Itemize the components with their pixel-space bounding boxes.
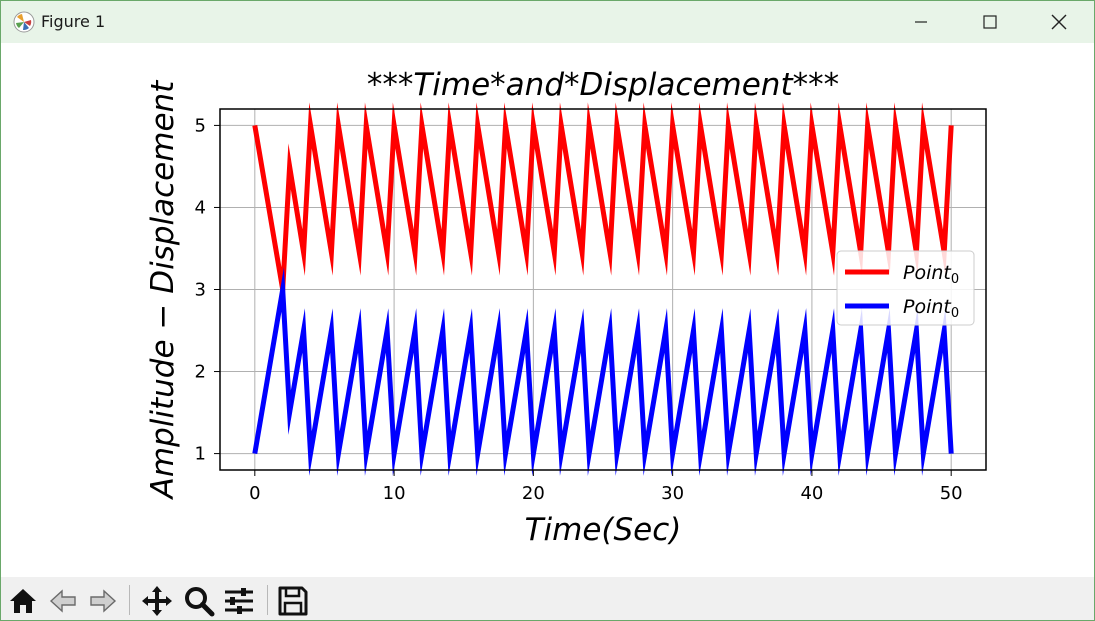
series-line-1: [252, 267, 954, 476]
forward-icon: [90, 589, 117, 613]
y-tick-label: 4: [195, 197, 206, 218]
y-axis-label: Amplitude − Displacement: [145, 79, 181, 500]
y-tick-label: 3: [195, 280, 206, 301]
navigation-toolbar: [1, 577, 1094, 620]
line-chart: 0 10 20 30 40 50 1 2 3 4 5 ***Time*and*Displacement…: [145, 67, 987, 548]
title-bar: Figure 1: [1, 1, 1094, 43]
home-button[interactable]: [7, 585, 39, 617]
save-icon: [278, 586, 308, 616]
back-button[interactable]: [47, 585, 79, 617]
chart-title: ***Time*and*Displacement***: [367, 67, 839, 103]
pan-icon: [142, 586, 172, 616]
forward-button[interactable]: [87, 585, 119, 617]
pan-button[interactable]: [141, 585, 173, 617]
series-line-0: [252, 102, 954, 312]
x-axis-label: Time(Sec): [525, 512, 682, 548]
x-tick-label: 40: [800, 483, 823, 504]
home-icon: [10, 589, 36, 613]
matplotlib-logo-icon: [13, 11, 35, 33]
x-tick-label: 50: [940, 483, 963, 504]
close-icon: [1051, 14, 1067, 30]
x-tick-label: 0: [249, 483, 260, 504]
zoom-icon: [185, 587, 215, 617]
figure-canvas[interactable]: 0 10 20 30 40 50 1 2 3 4 5 ***Time*and*Displacement…: [1, 43, 1094, 576]
close-button[interactable]: [1024, 1, 1094, 43]
configure-subplots-button[interactable]: [223, 585, 255, 617]
maximize-icon: [983, 15, 997, 29]
x-tick-label: 10: [383, 483, 406, 504]
x-tick-label: 30: [661, 483, 684, 504]
legend-label-0: Point0: [903, 262, 959, 287]
minimize-button[interactable]: [886, 1, 956, 43]
maximize-button[interactable]: [955, 1, 1025, 43]
toolbar-separator: [129, 585, 130, 615]
zoom-button[interactable]: [183, 585, 215, 617]
toolbar-separator: [267, 585, 268, 615]
minimize-icon: [915, 21, 927, 23]
y-tick-label: 5: [195, 115, 206, 136]
x-tick-label: 20: [522, 483, 545, 504]
y-tick-label: 1: [195, 444, 206, 465]
y-tick-label: 2: [195, 362, 206, 383]
back-icon: [49, 589, 76, 613]
legend-label-1: Point0: [903, 296, 959, 321]
configure-subplots-icon: [225, 588, 253, 614]
save-button[interactable]: [277, 585, 309, 617]
window-title: Figure 1: [41, 12, 106, 31]
